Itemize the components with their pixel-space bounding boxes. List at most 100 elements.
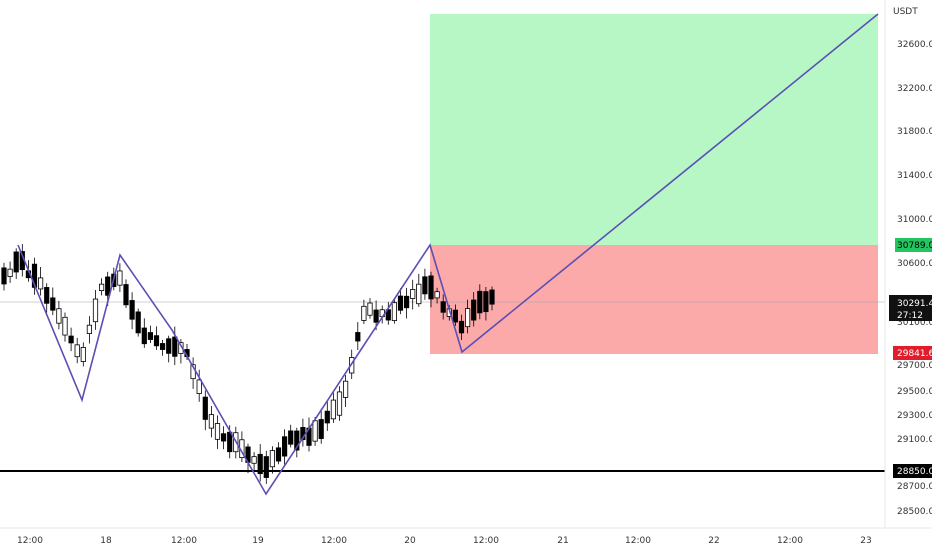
countdown-label: 27:12 [897,311,923,321]
price-tick-label: 31000.00 [897,215,932,225]
candle-bear [166,338,172,354]
time-tick-label: 23 [860,536,871,546]
time-tick-label: 12:00 [625,536,651,546]
candle-bear [50,297,56,311]
price-tick-label: 29300.00 [897,411,932,421]
price-tick-label: 32600.00 [897,40,932,50]
candle-bear [257,453,263,475]
price-tick-label: 30100.00 [897,318,932,328]
price-tick-label: 32200.00 [897,84,932,94]
candle-bull [336,391,343,416]
candle-bear [403,295,410,309]
candle-bull [117,270,123,286]
candle-bull [361,305,367,321]
candle-bear [483,291,489,313]
candle-bear [263,456,269,478]
price-tick-label: 29100.00 [897,435,932,445]
candle-bear [373,309,379,323]
price-tick-label: 31800.00 [897,127,932,137]
candle-bear [172,336,178,357]
time-tick-label: 12:00 [777,536,803,546]
candle-bull [330,399,337,420]
candle-bear [318,419,324,439]
candle-bull [7,268,13,277]
candle-bear [44,287,50,304]
candle-bear [13,251,19,273]
candle-bull [349,357,355,374]
candle-bear [1,267,7,285]
candle-bear [68,335,74,344]
time-tick-label: 22 [708,536,719,546]
candle-bear [220,433,227,442]
time-axis[interactable]: 12:00 18 12:00 19 12:00 20 12:00 21 12:00 22 12:00… [17,536,872,546]
candle-bull [367,302,373,316]
profit-zone[interactable] [430,14,878,245]
candle-bear [458,320,465,334]
candle-bear [489,289,495,305]
candle-bear [159,343,166,350]
candle-bull [434,291,440,299]
candle-bear [129,300,135,320]
candle-bull [92,298,99,323]
stop-price-badge [893,346,932,360]
candle-bull [38,277,44,290]
candle-bear [397,295,404,311]
current-price-label: 30291.44 [897,299,932,309]
time-tick-label: 19 [252,536,264,546]
candle-bear [452,309,459,323]
candle-bull [251,456,257,464]
candle-bear [477,290,483,314]
candle-bull [391,302,398,321]
candle-bull [269,450,276,468]
candle-bear [123,284,129,306]
time-tick-label: 20 [404,536,416,546]
candle-bear [471,299,477,321]
loss-zone[interactable] [430,245,878,354]
candle-bull [464,308,471,328]
candle-bear [135,311,141,334]
candle-bull [80,347,86,362]
candle-bear [288,430,294,445]
candle-bull [56,308,62,324]
candle-bull [99,283,105,292]
price-axis[interactable]: 32600.00 32200.00 31800.00 31400.00 31000.00… [897,40,932,517]
candle-bear [153,335,160,347]
candle-bull [62,316,68,336]
price-tick-label: 28500.00 [897,507,932,517]
candle-bear [422,276,428,295]
currency-label: USDT [893,7,918,17]
price-tick-label: 29500.00 [897,387,932,397]
candle-bear [355,332,361,342]
price-tick-label: 29700.00 [897,361,932,371]
target-price-label: 30789.05 [897,241,932,251]
target-price-badge [895,238,932,252]
candle-bull [86,324,92,334]
candle-bull [312,420,318,442]
candle-bull [416,283,422,305]
candle-bear [428,275,434,300]
time-tick-label: 21 [557,536,568,546]
candle-bear [31,263,38,288]
candle-bear [141,327,147,345]
candle-bear [281,436,288,457]
support-price-badge [893,464,932,478]
time-tick-label: 12:00 [171,536,197,546]
current-price-badge [889,295,932,321]
candle-bear [202,396,208,420]
candle-bear [105,276,111,296]
zigzag-pattern[interactable] [17,13,879,496]
candle-bear [324,410,330,424]
candle-bull [214,423,221,440]
candle-bear [440,301,446,313]
support-price-label: 28850.00 [897,467,932,477]
candlestick-series [1,244,495,484]
time-tick-label: 18 [100,536,112,546]
candle-bull [410,289,416,299]
candle-bull [74,344,80,358]
candle-bull [196,379,202,394]
candle-bull [342,380,349,398]
time-tick-label: 12:00 [473,536,499,546]
time-tick-label: 12:00 [17,536,43,546]
candle-bear [275,447,282,462]
